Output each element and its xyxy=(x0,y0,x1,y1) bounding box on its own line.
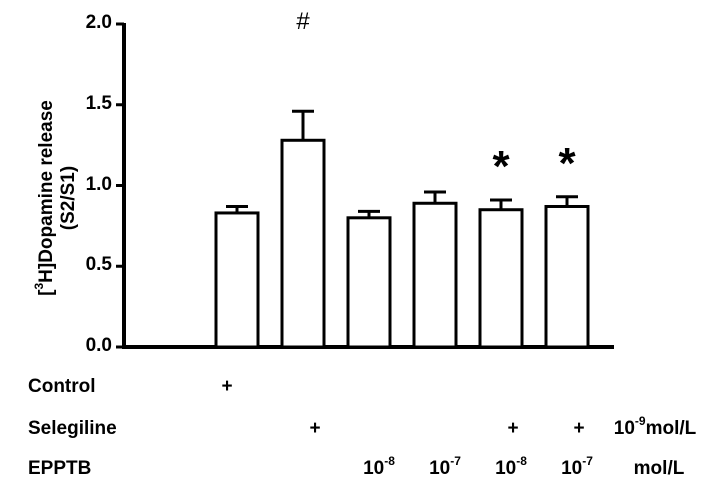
row-selegiline-label: Selegiline xyxy=(28,418,117,439)
bar xyxy=(280,138,326,349)
significance-star: * xyxy=(492,142,510,192)
bar xyxy=(412,201,458,349)
significance-hash: # xyxy=(296,8,310,35)
y-tick-label: 0.5 xyxy=(85,254,112,276)
bar xyxy=(214,211,260,349)
epptb-unit: mol/L xyxy=(633,458,685,479)
significance-star: * xyxy=(558,138,576,188)
bar xyxy=(478,208,524,349)
bar xyxy=(346,216,392,349)
bar xyxy=(544,204,590,349)
epptb-cell: 10-8 xyxy=(495,454,527,479)
selegiline-cell: + xyxy=(507,418,519,439)
epptb-cell: 10-7 xyxy=(429,454,461,479)
y-tick-label: 1.0 xyxy=(85,173,112,195)
selegiline-unit: 10-9mol/L xyxy=(613,414,697,439)
y-tick-label: 0.0 xyxy=(85,335,112,356)
epptb-cell: 10-7 xyxy=(561,454,593,479)
selegiline-cell: + xyxy=(573,418,585,439)
control-cell: + xyxy=(221,376,233,397)
row-control-label: Control xyxy=(28,376,96,397)
y-tick-label: 1.5 xyxy=(85,92,112,114)
selegiline-cell: + xyxy=(309,418,321,439)
y-tick-label: 2.0 xyxy=(85,12,112,33)
row-epptb-label: EPPTB xyxy=(28,458,92,479)
epptb-cell: 10-8 xyxy=(363,454,395,479)
